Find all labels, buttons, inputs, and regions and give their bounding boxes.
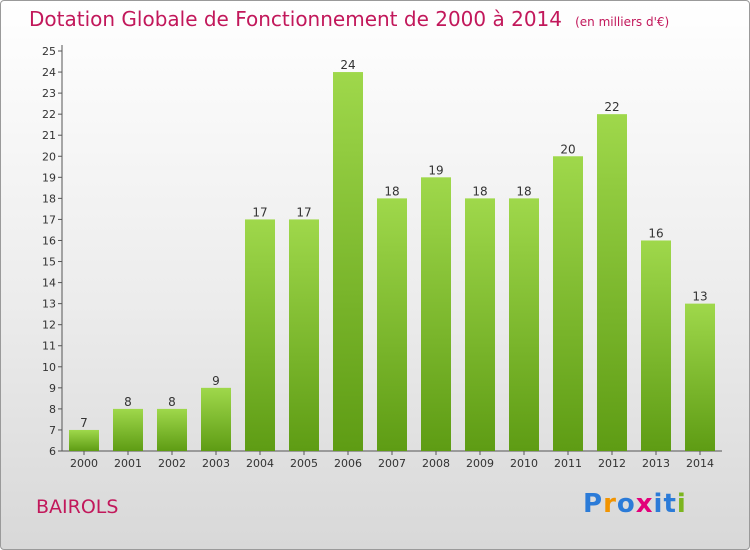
commune-name: BAIROLS <box>36 496 119 518</box>
x-tick-label: 2008 <box>422 457 450 470</box>
bar-value-label: 17 <box>252 205 267 219</box>
chart-title: Dotation Globale de Fonctionnement de 20… <box>29 7 669 31</box>
bar-value-label: 16 <box>648 226 663 240</box>
bar <box>421 177 451 451</box>
x-tick-label: 2005 <box>290 457 318 470</box>
bar-value-label: 20 <box>560 142 575 156</box>
bar-value-label: 8 <box>124 395 132 409</box>
bar <box>465 198 495 451</box>
x-tick-label: 2002 <box>158 457 186 470</box>
x-tick-label: 2012 <box>598 457 626 470</box>
bar-value-label: 18 <box>384 184 399 198</box>
x-tick-label: 2000 <box>70 457 98 470</box>
y-tick-label: 24 <box>42 66 56 79</box>
bar <box>509 198 539 451</box>
bar <box>69 429 99 451</box>
bar-value-label: 13 <box>692 290 707 304</box>
x-tick-label: 2009 <box>466 457 494 470</box>
y-tick-label: 8 <box>49 403 56 416</box>
y-tick-label: 11 <box>42 340 56 353</box>
x-tick-label: 2006 <box>334 457 362 470</box>
bar <box>685 303 715 451</box>
y-tick-label: 9 <box>49 382 56 395</box>
axes: 6 7 8 9 10 11 12 13 14 15 16 17 18 19 20 21 22 23 24 25 2000… <box>42 45 722 470</box>
y-tick-label: 13 <box>42 298 56 311</box>
logo-letter: i <box>676 489 687 519</box>
proxiti-logo: Proxiti <box>583 489 687 519</box>
x-tick-label: 2010 <box>510 457 538 470</box>
y-tick-label: 16 <box>42 234 56 247</box>
y-tick-label: 10 <box>42 361 56 374</box>
bar <box>377 198 407 451</box>
bar-value-label: 22 <box>604 100 619 114</box>
bar <box>245 219 275 451</box>
y-tick-label: 19 <box>42 171 56 184</box>
logo-letter: i <box>653 489 664 519</box>
y-tick-label: 12 <box>42 319 56 332</box>
y-tick-label: 20 <box>42 150 56 163</box>
x-tick-label: 2001 <box>114 457 142 470</box>
title-main: Dotation Globale de Fonctionnement de 20… <box>29 7 562 31</box>
y-tick-label: 23 <box>42 87 56 100</box>
bar-value-label: 18 <box>472 184 487 198</box>
x-tick-label: 2011 <box>554 457 582 470</box>
bar-value-label: 17 <box>296 205 311 219</box>
x-tick-label: 2013 <box>642 457 670 470</box>
bar-value-label: 18 <box>516 184 531 198</box>
bar-value-label: 24 <box>340 58 355 72</box>
x-tick-label: 2007 <box>378 457 406 470</box>
y-tick-label: 21 <box>42 129 56 142</box>
y-tick-label: 18 <box>42 192 56 205</box>
bar <box>641 240 671 451</box>
y-tick-label: 7 <box>49 424 56 437</box>
y-tick-label: 14 <box>42 277 56 290</box>
bar <box>289 219 319 451</box>
bar <box>113 408 143 451</box>
bar-value-label: 7 <box>80 416 88 430</box>
y-tick-label: 17 <box>42 213 56 226</box>
logo-letter: t <box>663 489 677 519</box>
x-tick-label: 2014 <box>686 457 714 470</box>
title-unit: (en milliers d'€) <box>575 15 670 29</box>
x-tick-label: 2004 <box>246 457 274 470</box>
bars: 7 8 8 9 17 17 24 18 19 18 18 20 22 16 13 <box>69 58 715 451</box>
y-tick-label: 25 <box>42 45 56 58</box>
bar <box>553 156 583 451</box>
bar-value-label: 8 <box>168 395 176 409</box>
bar <box>333 72 363 451</box>
bar <box>597 114 627 451</box>
logo-letter: P <box>583 489 604 519</box>
bar <box>201 387 231 451</box>
logo-letter: x <box>635 489 654 519</box>
y-tick-label: 6 <box>49 445 56 458</box>
y-tick-label: 22 <box>42 108 56 121</box>
logo-letter: r <box>603 489 617 519</box>
bar <box>157 408 187 451</box>
logo-letter: o <box>616 489 636 519</box>
bar-value-label: 9 <box>212 374 220 388</box>
bar-value-label: 19 <box>428 163 443 177</box>
y-tick-label: 15 <box>42 256 56 269</box>
x-tick-label: 2003 <box>202 457 230 470</box>
